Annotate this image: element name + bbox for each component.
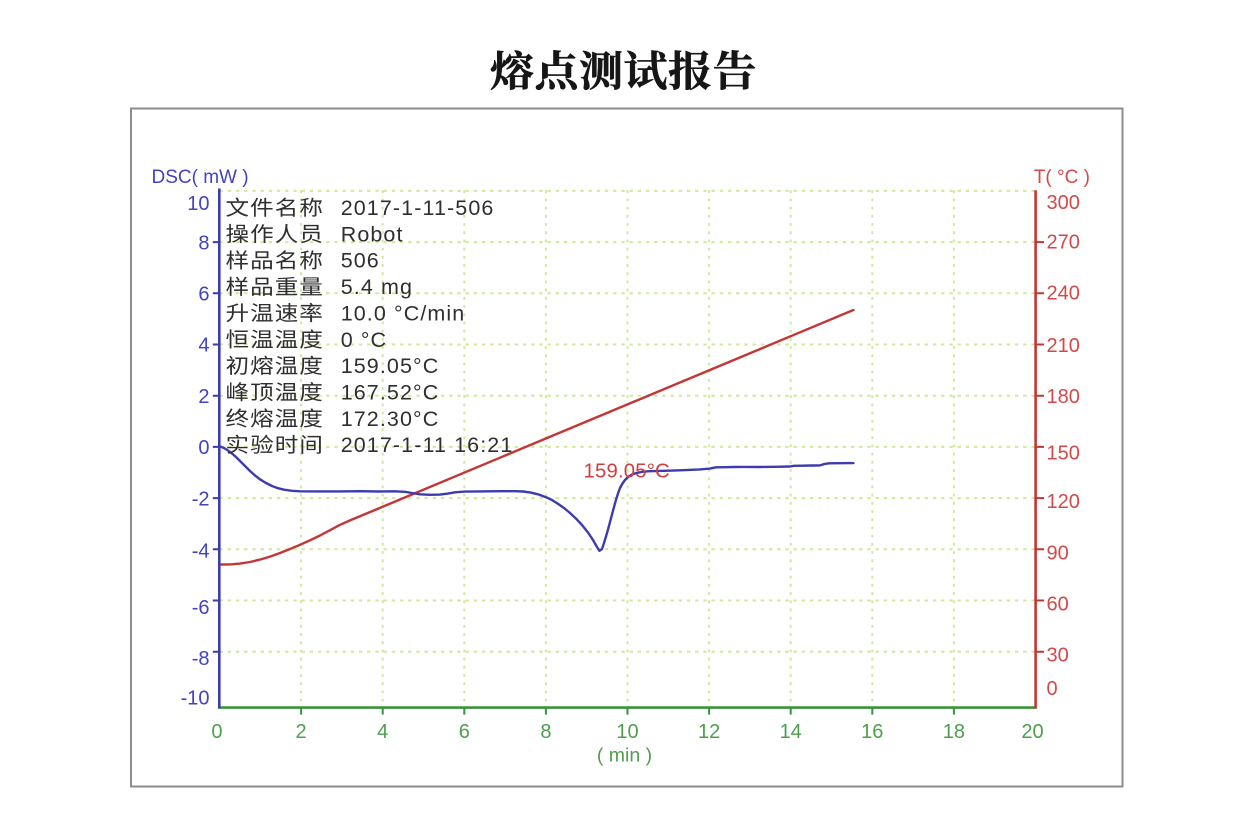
svg-text:0: 0 (1047, 678, 1058, 700)
svg-text:-8: -8 (192, 648, 210, 670)
svg-text:10.0 °C/min: 10.0 °C/min (341, 301, 466, 325)
svg-text:( min ): ( min ) (597, 745, 652, 767)
svg-text:180: 180 (1047, 386, 1080, 408)
svg-text:10: 10 (616, 721, 638, 743)
svg-text:90: 90 (1047, 543, 1069, 565)
svg-text:2017-1-11 16:21: 2017-1-11 16:21 (341, 433, 514, 457)
svg-text:6: 6 (459, 721, 470, 743)
svg-text:210: 210 (1047, 335, 1080, 357)
svg-text:DSC( mW ): DSC( mW ) (152, 167, 249, 188)
svg-text:6: 6 (198, 284, 209, 306)
svg-text:4: 4 (377, 721, 388, 743)
svg-text:-6: -6 (192, 597, 210, 619)
svg-text:0: 0 (211, 721, 222, 743)
svg-text:0 °C: 0 °C (341, 328, 387, 352)
svg-text:2: 2 (296, 721, 307, 743)
svg-text:14: 14 (780, 721, 802, 743)
svg-text:8: 8 (540, 721, 551, 743)
svg-text:-4: -4 (192, 541, 210, 563)
svg-text:8: 8 (198, 232, 209, 254)
svg-text:2017-1-11-506: 2017-1-11-506 (341, 196, 495, 220)
svg-text:167.52°C: 167.52°C (341, 381, 440, 405)
svg-text:5.4 mg: 5.4 mg (341, 275, 413, 299)
svg-text:-2: -2 (192, 488, 210, 510)
svg-text:120: 120 (1047, 491, 1080, 513)
svg-text:506: 506 (341, 249, 380, 273)
svg-text:10: 10 (187, 193, 209, 215)
svg-text:60: 60 (1047, 594, 1069, 616)
svg-text:0: 0 (198, 437, 209, 459)
svg-text:20: 20 (1021, 721, 1043, 743)
svg-text:-10: -10 (181, 688, 210, 710)
svg-text:4: 4 (198, 335, 209, 357)
svg-text:172.30°C: 172.30°C (341, 407, 440, 431)
svg-text:T( °C ): T( °C ) (1034, 167, 1090, 188)
svg-text:240: 240 (1047, 283, 1080, 305)
svg-text:12: 12 (698, 721, 720, 743)
svg-text:30: 30 (1047, 645, 1069, 667)
svg-text:16: 16 (861, 721, 883, 743)
svg-text:150: 150 (1047, 443, 1080, 465)
svg-text:270: 270 (1047, 232, 1080, 254)
svg-text:159.05°C: 159.05°C (341, 354, 440, 378)
svg-text:Robot: Robot (341, 222, 404, 246)
svg-text:300: 300 (1047, 192, 1080, 214)
svg-text:159.05°C: 159.05°C (584, 461, 670, 483)
svg-text:18: 18 (943, 721, 965, 743)
svg-text:2: 2 (198, 386, 209, 408)
